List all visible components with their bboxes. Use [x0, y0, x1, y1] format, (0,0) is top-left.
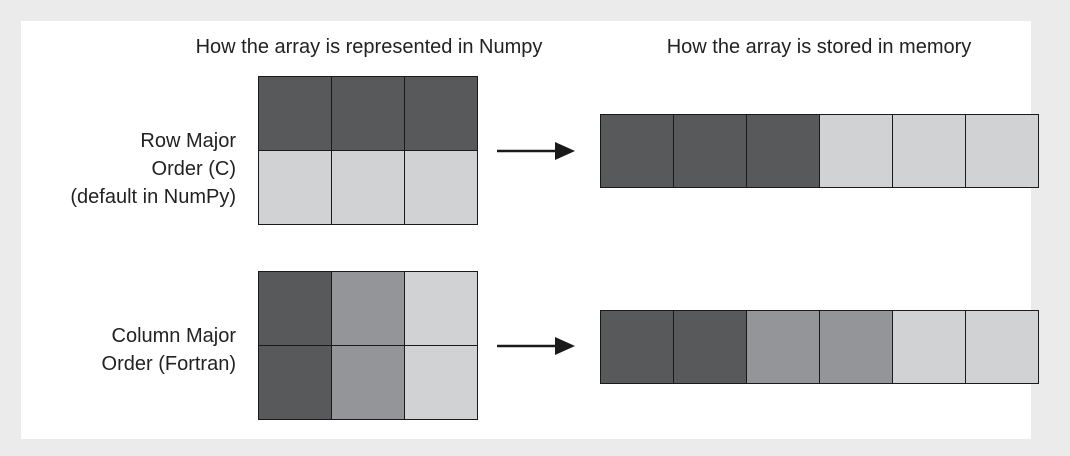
memory-cell-medium [747, 311, 819, 383]
row-major-label: Row Major Order (C) (default in NumPy) [70, 127, 236, 211]
array-cell-light [405, 346, 477, 419]
memory-cell-light [820, 115, 892, 187]
column-major-memory-strip [600, 310, 1039, 384]
memory-cell-light [966, 115, 1038, 187]
row-major-label-line-1: Row Major [140, 130, 236, 152]
memory-cell-light [893, 115, 965, 187]
memory-cell-light [966, 311, 1038, 383]
row-major-memory-strip [600, 114, 1039, 188]
column-major-label-line-2: Order (Fortran) [101, 353, 236, 375]
column-major-label-line-1: Column Major [111, 325, 236, 347]
memory-cell-dark [601, 115, 673, 187]
right-arrow-icon [497, 337, 575, 355]
row-major-label-line-3: (default in NumPy) [70, 186, 236, 208]
heading-memory: How the array is stored in memory [666, 36, 972, 58]
array-cell-dark [259, 346, 331, 419]
array-cell-light [405, 272, 477, 345]
array-cell-light [332, 151, 404, 224]
right-arrow-icon [497, 142, 575, 160]
row-major-label-line-2: Order (C) [151, 158, 236, 180]
memory-cell-medium [820, 311, 892, 383]
column-major-label: Column Major Order (Fortran) [102, 322, 236, 378]
array-cell-dark [405, 77, 477, 150]
array-cell-light [259, 151, 331, 224]
array-cell-medium [332, 346, 404, 419]
array-cell-medium [332, 272, 404, 345]
memory-cell-light [893, 311, 965, 383]
heading-representation: How the array is represented in Numpy [195, 36, 543, 58]
column-major-array-grid [258, 271, 478, 420]
memory-cell-dark [601, 311, 673, 383]
memory-cell-dark [747, 115, 819, 187]
row-major-array-grid [258, 76, 478, 225]
array-cell-light [405, 151, 477, 224]
array-cell-dark [259, 272, 331, 345]
memory-cell-dark [674, 311, 746, 383]
memory-cell-dark [674, 115, 746, 187]
array-cell-dark [259, 77, 331, 150]
array-cell-dark [332, 77, 404, 150]
